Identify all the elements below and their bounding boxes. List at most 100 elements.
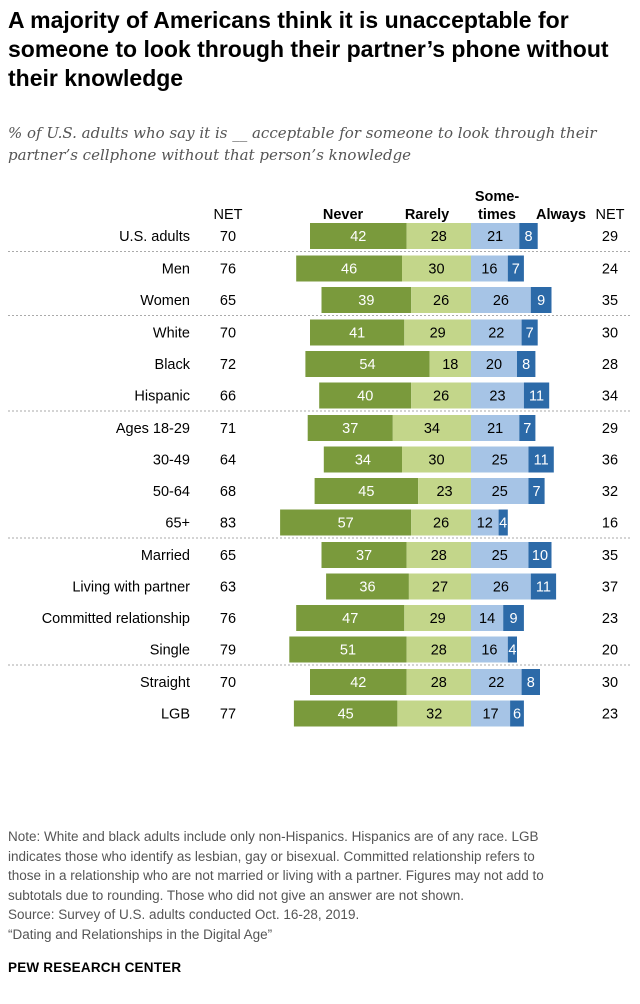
net-right-value: 35 [602, 293, 618, 309]
bar-always [510, 700, 524, 727]
note-line: those in a relationship who are not marr… [8, 868, 544, 883]
note-line: “Dating and Relationships in the Digital… [8, 926, 273, 942]
diverging-bar-chart: NET Never Rarely Some-times Always NET U.S. ad… [8, 189, 632, 727]
bar-sometimes [471, 669, 522, 695]
label-never: 45 [358, 484, 374, 500]
bar-always [503, 605, 524, 631]
label-rarely: 32 [426, 707, 442, 723]
bar-rarely [402, 255, 471, 282]
net-left-value: 79 [220, 643, 236, 659]
label-always: 7 [523, 421, 531, 437]
label-rarely: 28 [431, 675, 447, 691]
label-never: 42 [350, 229, 366, 245]
label-sometimes: 23 [489, 389, 505, 405]
net-left-value: 65 [220, 548, 236, 564]
label-always: 7 [526, 326, 534, 342]
net-left-value: 77 [220, 707, 236, 723]
bar-always [498, 509, 508, 536]
label-always: 8 [527, 675, 535, 691]
bar-never [296, 255, 402, 282]
label-sometimes: 22 [488, 326, 504, 342]
header-sometimes: Some- [475, 189, 519, 205]
label-always: 11 [536, 580, 551, 596]
label-always: 11 [534, 453, 549, 469]
label-rarely: 28 [431, 229, 447, 245]
label-never: 36 [359, 580, 375, 596]
bar-never [293, 700, 398, 727]
bar-rarely [404, 319, 471, 346]
label-never: 34 [355, 453, 371, 469]
header-always: Always [536, 207, 586, 223]
net-right-value: 24 [602, 262, 618, 278]
net-right-value: 32 [602, 484, 618, 500]
net-left-value: 70 [220, 229, 236, 245]
bar-rarely [397, 700, 471, 727]
label-rarely: 28 [431, 643, 447, 659]
label-never: 37 [342, 421, 358, 437]
net-right-value: 30 [602, 326, 618, 342]
bar-always [530, 287, 552, 313]
bar-sometimes [471, 542, 529, 568]
label-always: 4 [499, 516, 507, 532]
bar-always [523, 382, 550, 409]
bar-never [310, 669, 407, 695]
row-label: 30-49 [153, 453, 190, 469]
bar-never [305, 351, 430, 377]
note-line: Source: Survey of U.S. adults conducted … [8, 907, 360, 922]
net-right-value: 20 [602, 643, 618, 659]
net-left-value: 65 [220, 293, 236, 309]
bar-rarely [411, 382, 471, 409]
row-label: Committed relationship [42, 611, 190, 627]
label-rarely: 27 [432, 580, 448, 596]
bar-sometimes [471, 605, 504, 631]
label-sometimes: 17 [482, 707, 498, 723]
bar-always [530, 573, 557, 600]
row-label: 50-64 [153, 484, 190, 500]
row-label: Men [162, 262, 190, 278]
net-right-value: 29 [602, 421, 618, 437]
label-always: 6 [513, 707, 521, 723]
label-never: 40 [357, 389, 373, 405]
bar-rarely [406, 542, 471, 568]
bar-rarely [411, 509, 471, 536]
label-rarely: 18 [442, 357, 458, 373]
bar-sometimes [471, 700, 511, 727]
label-always: 7 [533, 484, 541, 500]
row-label: Married [141, 548, 190, 564]
chart-subtitle: % of U.S. adults who say it is __ accept… [8, 124, 597, 164]
label-never: 41 [349, 326, 365, 342]
net-right-value: 36 [602, 453, 618, 469]
row-label: Black [155, 357, 191, 373]
header-sometimes: times [478, 207, 516, 223]
bar-never [319, 382, 412, 409]
label-never: 51 [340, 643, 356, 659]
net-left-value: 64 [220, 453, 236, 469]
label-rarely: 26 [433, 293, 449, 309]
net-left-value: 83 [220, 516, 236, 532]
bar-sometimes [471, 351, 517, 377]
note-line: Note: White and black adults include onl… [8, 829, 539, 844]
bar-sometimes [471, 446, 529, 473]
label-sometimes: 16 [481, 262, 497, 278]
net-left-value: 70 [220, 326, 236, 342]
label-sometimes: 21 [487, 421, 503, 437]
net-right-value: 23 [602, 611, 618, 627]
label-always: 10 [532, 548, 548, 564]
header-net-right: NET [596, 207, 625, 223]
row-label: Women [140, 293, 190, 309]
label-always: 8 [522, 357, 530, 373]
label-sometimes: 21 [487, 229, 503, 245]
label-rarely: 28 [431, 548, 447, 564]
net-left-value: 70 [220, 675, 236, 691]
label-sometimes: 26 [493, 293, 509, 309]
bar-sometimes [471, 509, 499, 536]
bar-never [310, 223, 407, 249]
bar-rarely [418, 478, 471, 504]
bar-always [528, 542, 552, 568]
label-sometimes: 20 [486, 357, 502, 373]
bar-sometimes [471, 636, 508, 663]
label-sometimes: 25 [492, 453, 508, 469]
bar-never [310, 319, 405, 346]
net-left-value: 76 [220, 262, 236, 278]
label-never: 57 [338, 516, 354, 532]
